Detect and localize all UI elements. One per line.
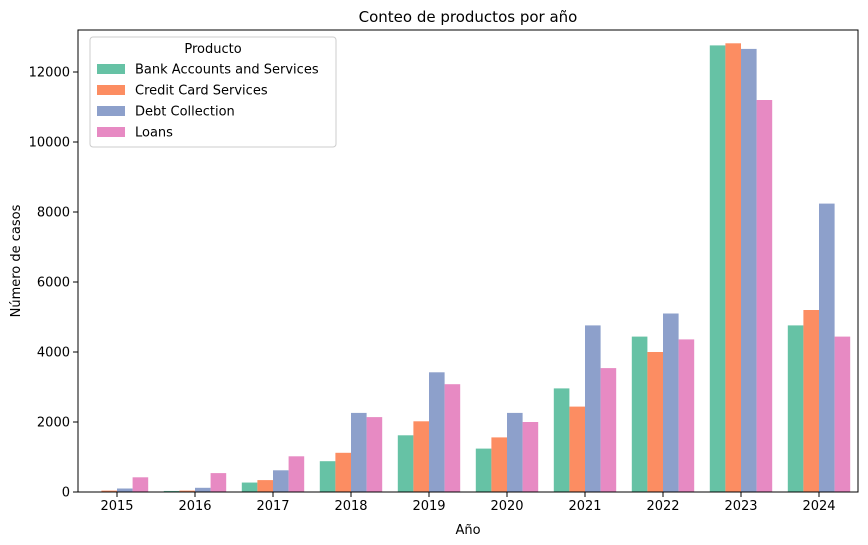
- x-tick-label: 2019: [412, 499, 445, 514]
- bar-2017-series-4: [288, 456, 305, 492]
- bar-2018-series-1: [319, 461, 336, 492]
- bar-2023-series-1: [709, 45, 726, 493]
- bar-2016-series-3: [195, 487, 211, 492]
- bar-2019-series-4: [444, 384, 461, 492]
- y-tick-label: 0: [62, 486, 70, 501]
- bar-2016-series-2: [179, 490, 195, 492]
- legend-swatch: [97, 64, 125, 74]
- bar-2015-series-2: [101, 490, 117, 492]
- legend-box: [89, 36, 337, 148]
- bar-2017-series-1: [241, 482, 258, 492]
- legend-title: Producto: [184, 42, 241, 57]
- x-tick-label: 2015: [100, 499, 133, 514]
- x-tick-label: 2022: [646, 499, 679, 514]
- x-tick-label: 2023: [724, 499, 757, 514]
- bar-2018-series-4: [366, 417, 383, 492]
- bar-2019-series-2: [413, 421, 429, 492]
- bar-2024-series-4: [834, 336, 851, 492]
- y-tick-label: 4000: [37, 346, 70, 361]
- legend-swatch: [97, 85, 125, 95]
- bar-2020-series-3: [507, 412, 523, 492]
- legend: Producto Bank Accounts and Services Credi…: [89, 36, 337, 148]
- bar-2024-series-2: [803, 310, 819, 492]
- legend-label: Loans: [135, 126, 173, 141]
- bar-2024-series-1: [787, 325, 804, 492]
- x-tick-label: 2017: [256, 499, 289, 514]
- bar-2021-series-4: [600, 368, 617, 492]
- legend-label: Credit Card Services: [135, 84, 268, 99]
- bar-2021-series-3: [585, 325, 601, 492]
- bar-2022-series-2: [647, 352, 663, 492]
- bar-2018-series-2: [335, 452, 351, 492]
- bar-2023-series-3: [741, 48, 757, 493]
- axes-layer: 0 2000 4000 6000 8000 10000 12000 2015 2016 2017 2…: [29, 29, 859, 514]
- bar-2015-series-4: [132, 477, 149, 492]
- legend-label: Debt Collection: [135, 105, 235, 120]
- bar-2019-series-3: [429, 372, 445, 492]
- legend-items: Bank Accounts and Services Credit Card Se…: [97, 63, 319, 141]
- chart-title: Conteo de productos por año: [359, 8, 578, 26]
- bar-2021-series-1: [553, 388, 570, 492]
- bars-layer: [85, 43, 851, 493]
- y-tick-label: 2000: [37, 416, 70, 431]
- y-tick-label: 6000: [37, 276, 70, 291]
- legend-label: Bank Accounts and Services: [135, 63, 319, 78]
- bar-2022-series-4: [678, 339, 695, 492]
- legend-swatch: [97, 127, 125, 137]
- x-tick-label: 2016: [178, 499, 211, 514]
- y-tick-label: 8000: [37, 206, 70, 221]
- bar-2023-series-2: [725, 43, 741, 493]
- legend-swatch: [97, 106, 125, 116]
- bar-2020-series-2: [491, 437, 507, 492]
- bar-2018-series-3: [351, 412, 367, 492]
- bar-2017-series-2: [257, 480, 273, 492]
- y-tick-label: 10000: [29, 136, 70, 151]
- y-axis-title: Número de casos: [9, 204, 24, 317]
- bar-2023-series-4: [756, 100, 773, 492]
- bar-2024-series-3: [819, 203, 835, 492]
- x-axis-title: Año: [455, 523, 480, 538]
- bar-2019-series-1: [397, 435, 414, 492]
- y-tick-label: 12000: [29, 66, 70, 81]
- bar-2016-series-1: [163, 490, 180, 492]
- bar-2020-series-1: [475, 448, 492, 492]
- bar-2016-series-4: [210, 473, 227, 492]
- x-tick-label: 2021: [568, 499, 601, 514]
- bar-2021-series-2: [569, 406, 585, 492]
- bar-2022-series-3: [663, 313, 679, 492]
- plot-frame: [77, 29, 859, 493]
- x-tick-label: 2018: [334, 499, 367, 514]
- bar-2020-series-4: [522, 422, 539, 492]
- bar-2022-series-1: [631, 336, 648, 492]
- x-tick-label: 2024: [802, 499, 835, 514]
- bar-2015-series-3: [117, 488, 133, 492]
- bar-2017-series-3: [273, 470, 289, 492]
- x-tick-label: 2020: [490, 499, 523, 514]
